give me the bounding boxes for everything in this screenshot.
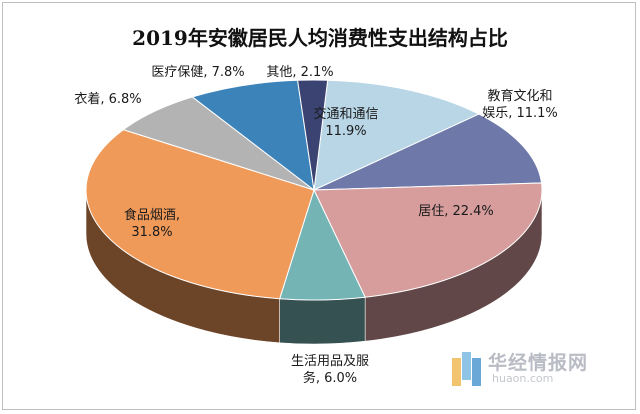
watermark: 华经情报网 huaon.com	[452, 348, 622, 388]
slice-食品烟酒	[85, 129, 315, 300]
slice-label-生活用品及服务: 生活用品及服务, 6.0%	[291, 354, 369, 386]
slice-label-教育文化和娱乐: 教育文化和娱乐, 11.1%	[482, 88, 558, 121]
slice-label-医疗保健: 医疗保健, 7.8%	[151, 65, 244, 80]
watermark-url: huaon.com	[492, 372, 554, 385]
slice-交通和通信	[313, 79, 481, 191]
slice-side-生活用品及服务	[279, 296, 366, 345]
slice-医疗保健	[191, 79, 315, 192]
watermark-name: 华经情报网	[488, 352, 589, 374]
slice-label-食品烟酒: 食品烟酒, 31.8%	[124, 207, 180, 240]
slice-label-居住: 居住, 22.4%	[418, 204, 494, 219]
slice-居住	[313, 182, 543, 298]
slice-教育文化和娱乐	[313, 113, 543, 191]
watermark-logo-icon	[452, 352, 481, 386]
slice-label-交通和通信: 交通和通信 11.9%	[313, 106, 378, 139]
chart-title: 2019年安徽居民人均消费性支出结构占比	[132, 26, 508, 50]
slice-其他	[297, 79, 329, 191]
slice-label-衣着: 衣着, 6.8%	[74, 91, 141, 107]
slice-label-其他: 其他, 2.1%	[266, 65, 333, 80]
